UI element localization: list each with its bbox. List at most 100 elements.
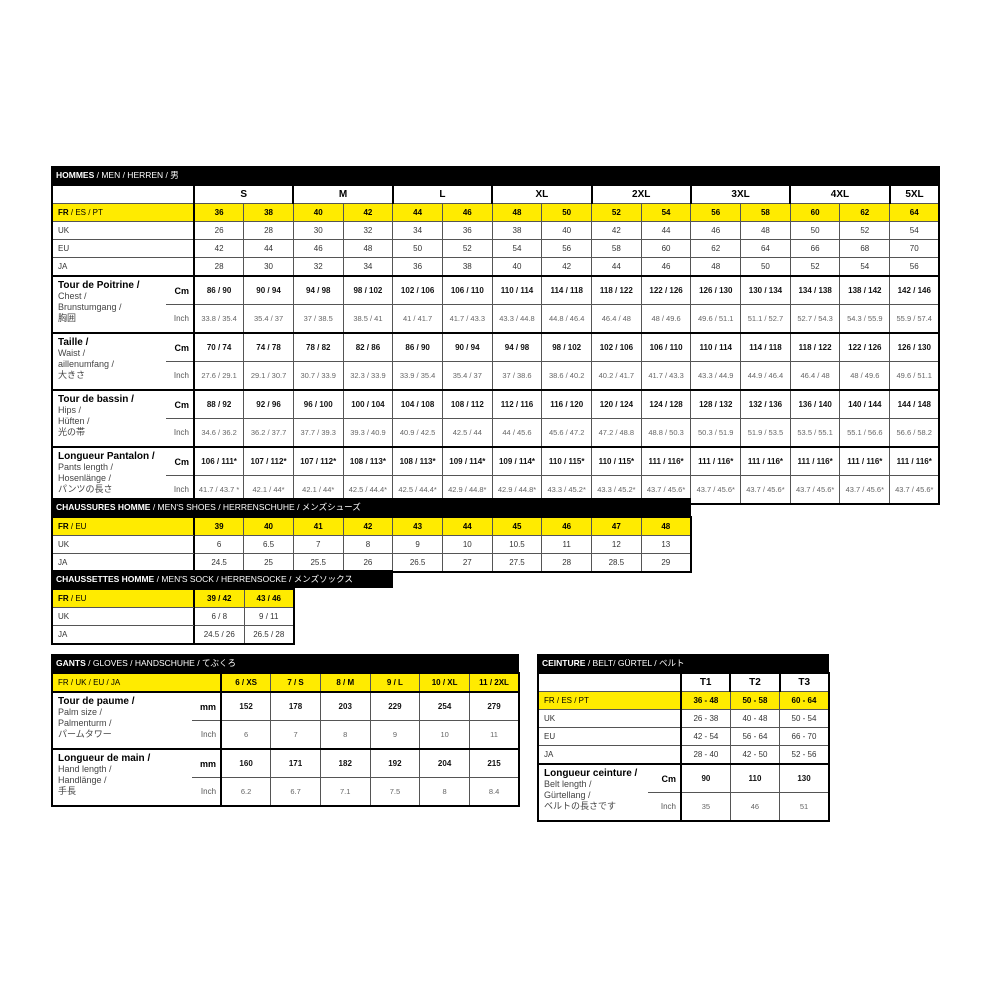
measure-inch-cell: 48 / 49.6 — [839, 361, 891, 391]
measure-cm-cell: 171 — [270, 748, 321, 778]
size-cell: 50 — [789, 221, 841, 240]
size-cell: 42 - 50 — [729, 745, 781, 765]
fr-size-cell: 47 — [591, 516, 642, 536]
measure-cm-cell: 96 / 100 — [292, 389, 344, 419]
section-title: GANTS / GLOVES / HANDSCHUHE / てぶくろ — [51, 654, 520, 672]
fr-size-cell: 9 / L — [369, 672, 421, 693]
measure-cm-cell: 122 / 126 — [839, 332, 891, 362]
fr-label-rest: / EU — [68, 522, 87, 531]
measure-cm-cell: 136 / 140 — [789, 389, 841, 419]
fr-size-label: FR / EU — [51, 516, 196, 536]
measure-inch-cell: 37 / 38.5 — [292, 304, 344, 334]
size-cell: 52 - 56 — [779, 745, 830, 765]
measure-inch-cell: 49.6 / 51.1 — [690, 304, 742, 334]
header-blank — [51, 184, 195, 204]
size-row-ja: JA 28 30 32 34 36 38 40 42 44 46 48 50 52 54 56 — [51, 257, 940, 277]
measure-inch-cell: 6 — [220, 720, 272, 750]
section-title: CEINTURE / BELT/ GÜRTEL / ベルト — [537, 654, 829, 672]
measure-inch-cell: 51 — [779, 792, 830, 822]
measure-inch-cell: 41.7 / 43.3 — [441, 304, 493, 334]
size-row-eu: EU 42 - 54 56 - 64 66 - 70 — [537, 727, 830, 746]
measure-row-cm: Tour de bassin / Hips / Hüften / 光の帯 Cm 88 / … — [51, 389, 940, 448]
measure-subtitle: Brunstumgang / — [58, 302, 122, 312]
measure-cm-cell: 182 — [319, 748, 371, 778]
fr-size-cell: 36 - 48 — [680, 691, 731, 710]
fr-label-bold: FR — [58, 594, 69, 603]
measure-inch-cell: 45.6 / 47.2 — [541, 418, 593, 448]
fr-size-row: FR / ES / PT 36 - 48 50 - 58 60 - 64 — [537, 691, 830, 710]
measure-inch-cell: 33.9 / 35.4 — [392, 361, 443, 391]
measure-inch-cell: 44.9 / 46.4 — [740, 361, 791, 391]
measure-inch-cell: 47.2 / 48.8 — [591, 418, 642, 448]
measure-cm-cell: 120 / 124 — [591, 389, 642, 419]
size-cell: 68 — [839, 239, 891, 258]
fr-size-cell: 39 / 42 — [193, 588, 245, 608]
fr-size-cell: 8 / M — [319, 672, 371, 693]
fr-size-cell: 40 — [243, 516, 294, 536]
row-label: JA — [51, 625, 196, 645]
measure-cm-cell: 110 — [729, 763, 781, 793]
fr-size-cell: 50 - 58 — [729, 691, 781, 710]
size-cell: 38 — [441, 257, 493, 277]
measure-cm-cell: 111 / 116* — [789, 446, 841, 476]
fr-size-cell: 60 — [789, 203, 841, 222]
size-cell: 62 — [690, 239, 742, 258]
measure-subtitle: Gürtellang / — [544, 790, 591, 800]
size-group-label: T1 — [679, 672, 731, 692]
size-cell: 58 — [591, 239, 642, 258]
measure-inch-cell: 41.7 / 43.3 — [640, 361, 692, 391]
measure-cm-cell: 90 / 94 — [441, 332, 493, 362]
measure-cm-cell: 110 / 115* — [541, 446, 593, 476]
size-cell: 48 — [342, 239, 394, 258]
size-cell: 54 — [491, 239, 543, 258]
size-cell: 6 / 8 — [193, 607, 245, 626]
belt-size-table: CEINTURE / BELT/ GÜRTEL / ベルト T1 T2 T3 FR / … — [537, 654, 830, 822]
measure-label: Taille / Waist / aillenumfang / 大きさ — [51, 332, 166, 391]
measure-inch-cell: 43.7 / 45.6* — [690, 475, 742, 505]
measure-cm-cell: 124 / 128 — [640, 389, 692, 419]
unit-cm: mm — [192, 691, 223, 721]
section-title-rest: / MEN / HERREN / 男 — [94, 170, 179, 180]
unit-cm: Cm — [166, 275, 195, 305]
size-cell: 44 — [591, 257, 642, 277]
size-cell: 28 — [541, 553, 593, 573]
measure-cm-cell: 107 / 112* — [243, 446, 294, 476]
measure-inch-cell: 38.6 / 40.2 — [541, 361, 593, 391]
fr-size-cell: 43 / 46 — [243, 588, 295, 608]
measure-cm-cell: 111 / 116* — [740, 446, 791, 476]
size-cell: 42 — [591, 221, 642, 240]
size-header-row: S M L XL 2XL 3XL 4XL 5XL — [51, 184, 940, 204]
size-cell: 50 - 54 — [779, 709, 830, 728]
measure-inch-cell: 10 — [419, 720, 470, 750]
measure-inch-cell: 48.8 / 50.3 — [640, 418, 692, 448]
measure-cm-cell: 279 — [468, 691, 520, 721]
measure-cm-cell: 142 / 146 — [889, 275, 940, 305]
measure-cm-cell: 100 / 104 — [342, 389, 394, 419]
size-cell: 44 — [243, 239, 294, 258]
size-cell: 9 — [392, 535, 443, 554]
size-cell: 12 — [591, 535, 642, 554]
fr-size-cell: 48 — [640, 516, 692, 536]
measure-cm-cell: 192 — [369, 748, 421, 778]
size-cell: 48 — [740, 221, 791, 240]
measure-inch-cell: 43.3 / 44.8 — [491, 304, 543, 334]
size-cell: 66 - 70 — [779, 727, 830, 746]
measure-subtitle: Hosenlänge / — [58, 473, 112, 483]
size-cell: 7 — [292, 535, 344, 554]
measure-inch-cell: 27.6 / 29.1 — [193, 361, 245, 391]
measure-title: Taille / — [58, 337, 89, 348]
measure-row-inch: Inch 34.6 / 36.2 36.2 / 37.7 37.7 / 39.3 39.… — [52, 418, 940, 448]
measure-inch-cell: 48 / 49.6 — [640, 304, 692, 334]
measure-inch-cell: 44.8 / 46.4 — [541, 304, 593, 334]
size-group-label: M — [292, 184, 394, 204]
fr-label-bold: FR — [58, 522, 69, 531]
size-cell: 40 - 48 — [729, 709, 781, 728]
size-cell: 36 — [441, 221, 493, 240]
size-group-label: T2 — [729, 672, 781, 692]
fr-size-cell: 56 — [690, 203, 742, 222]
section-title-bold: GANTS — [56, 658, 86, 668]
unit-inch: Inch — [192, 777, 223, 807]
size-cell: 27.5 — [491, 553, 543, 573]
measure-row-inch: Inch 6.2 6.7 7.1 7.5 8 8.4 — [52, 777, 520, 807]
